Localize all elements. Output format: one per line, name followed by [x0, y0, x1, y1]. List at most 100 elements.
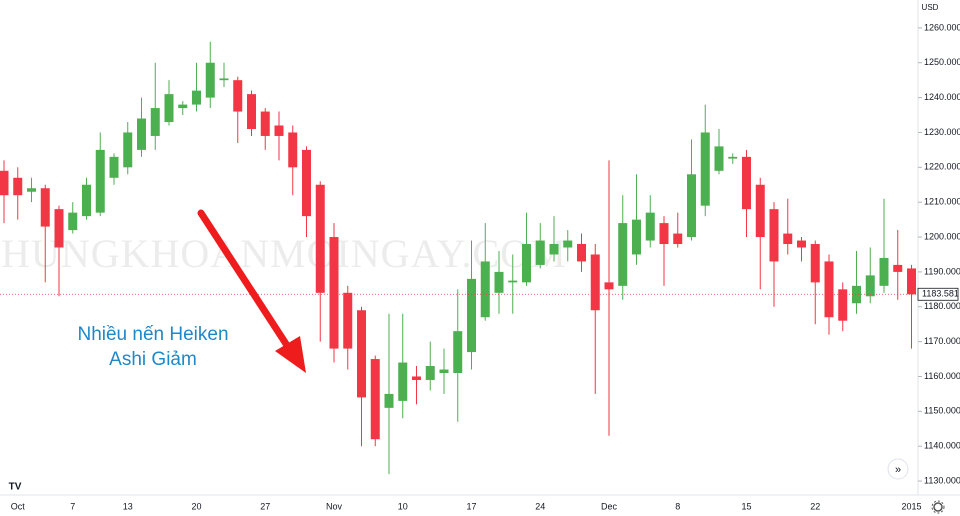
svg-text:TV: TV [9, 482, 22, 493]
candle-body [370, 359, 380, 440]
y-tick-label: 1190.000 [924, 266, 960, 276]
candle-body [700, 132, 710, 206]
candle-body [137, 118, 146, 150]
candle-body [425, 366, 435, 380]
candle-body [82, 184, 91, 217]
candle-body [315, 184, 325, 293]
y-tick-label: 1210.000 [924, 197, 960, 207]
x-tick-label: 8 [675, 501, 680, 511]
candle-body [178, 104, 188, 109]
candle-body [494, 271, 504, 293]
candle-body [247, 94, 256, 129]
last-price-label: 1183.581 [922, 289, 959, 299]
candle-body [604, 282, 614, 290]
y-tick-label: 1250.000 [924, 57, 960, 67]
annotation: Ashi Giảm [109, 349, 197, 370]
candle-body [260, 111, 270, 136]
candle-body [618, 223, 628, 286]
candle-body [412, 376, 421, 380]
candle-body [467, 278, 476, 353]
candle-body [343, 292, 353, 349]
candle-body [123, 132, 133, 168]
candle-body [645, 212, 655, 241]
x-tick-label: 13 [123, 501, 133, 511]
candle-body [535, 240, 545, 265]
y-tick-label: 1180.000 [924, 301, 960, 311]
candle-body [714, 146, 724, 171]
candle-body [563, 240, 573, 248]
candle-body [522, 244, 531, 283]
candle-body [357, 310, 366, 398]
candle-body [233, 80, 243, 112]
y-tick-label: 1150.000 [924, 406, 960, 416]
candle-body [0, 170, 9, 196]
candle-body [453, 331, 463, 373]
x-tick-label: Nov [326, 501, 343, 511]
candle-body [95, 149, 105, 213]
candle-body [219, 78, 229, 81]
scroll-button[interactable]: » [887, 458, 909, 480]
candle-body [13, 177, 23, 196]
candle-body [879, 257, 889, 286]
candle-body [398, 362, 408, 401]
x-tick-label: 15 [741, 501, 751, 511]
candle-body [907, 268, 916, 295]
y-tick-label: 1260.000 [924, 22, 960, 32]
x-tick-label: Oct [11, 501, 26, 511]
candle-body [590, 254, 600, 311]
candle-body [742, 156, 751, 210]
x-tick-label: 2015 [901, 501, 921, 511]
candle-body [164, 94, 174, 123]
y-tick-label: 1170.000 [924, 336, 960, 346]
candle-body [673, 233, 683, 245]
x-tick-label: 27 [260, 501, 270, 511]
y-tick-label: 1140.000 [924, 441, 960, 451]
candle-body [109, 156, 119, 178]
last-price-box [917, 287, 959, 301]
y-tick-label: 1240.000 [924, 92, 960, 102]
x-tick-label: 10 [398, 501, 408, 511]
candle-body [687, 174, 696, 238]
candle-body [302, 149, 311, 217]
candle-body [797, 240, 806, 248]
x-tick-label: 24 [535, 501, 545, 511]
candle-body [329, 237, 339, 349]
y-tick-label: 1230.000 [924, 127, 960, 137]
y-tick-label: 1130.000 [924, 475, 960, 485]
candle-body [893, 264, 903, 272]
candle-body [865, 275, 875, 297]
tv-logo: TV [6, 479, 24, 493]
candle-body [439, 369, 449, 373]
candle-body [810, 244, 820, 283]
settings-button[interactable] [931, 500, 945, 514]
candle-body [632, 219, 641, 255]
candle-body [549, 244, 559, 255]
x-tick-label: Dec [601, 501, 618, 511]
currency: USD [922, 3, 939, 12]
y-tick-label: 1160.000 [924, 371, 960, 381]
candle-body [288, 132, 298, 168]
candle-body [783, 233, 793, 245]
candle-body [769, 209, 779, 262]
candle-body [508, 280, 518, 283]
candle-body [577, 244, 586, 262]
x-tick-label: 22 [810, 501, 820, 511]
x-tick-label: 20 [191, 501, 201, 511]
candle-body [480, 261, 490, 318]
arrow-head [275, 336, 306, 373]
candle-body [150, 108, 160, 136]
annotation: Nhiều nến Heiken [77, 324, 228, 345]
candle-body [40, 188, 50, 227]
candle-body [384, 393, 394, 408]
x-tick-label: 17 [466, 501, 476, 511]
marks: 1130.000 1140.000 1150.000 1160.000 1170.000… [0, 22, 960, 511]
y-tick-label: 1220.000 [924, 162, 960, 172]
candle-body [824, 261, 834, 318]
candle-body [755, 184, 765, 238]
candle-body [274, 125, 284, 136]
candle-body [659, 223, 669, 245]
arrow [197, 209, 294, 354]
candle-body [27, 188, 36, 192]
candle-body [54, 209, 64, 248]
